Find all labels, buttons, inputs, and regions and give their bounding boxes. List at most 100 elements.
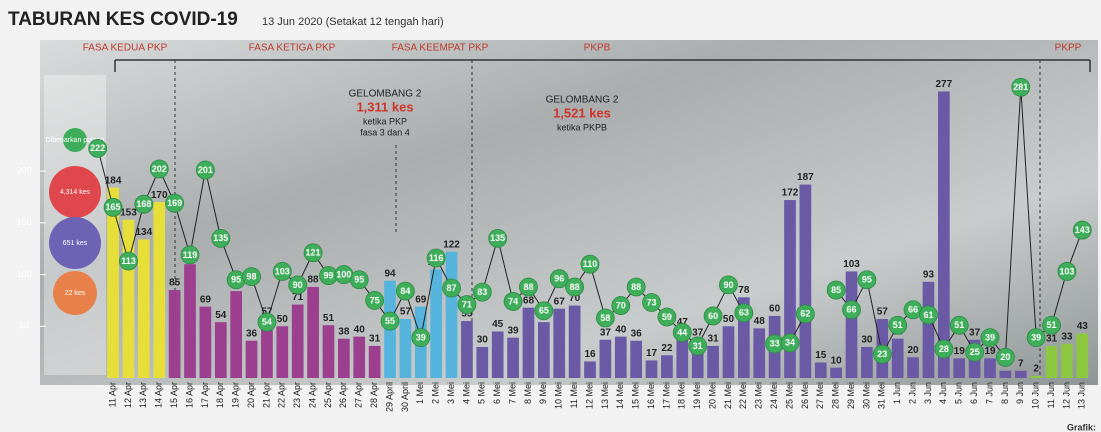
recovery-label: 63 [739, 308, 749, 318]
bar [1061, 344, 1073, 378]
bar-value-label: 134 [136, 227, 153, 238]
x-tick-label: 22 Mei [738, 382, 748, 409]
recovery-label: 61 [923, 310, 933, 320]
recovery-label: 60 [708, 311, 718, 321]
x-tick-label: 5 Jun [954, 382, 964, 404]
recovery-label: 202 [152, 164, 167, 174]
recovery-label: 73 [647, 297, 657, 307]
bar [461, 321, 473, 378]
annotation-note: ketika PKP [363, 116, 407, 126]
recovery-label: 169 [167, 198, 182, 208]
x-tick-label: 26 Apr [338, 382, 348, 408]
bar-value-label: 10 [831, 355, 843, 366]
recovery-label: 119 [183, 250, 198, 260]
bar-value-label: 187 [797, 172, 814, 183]
bar [630, 341, 642, 378]
y-tick-label: 100 [16, 269, 31, 279]
credit: Grafik: [1067, 422, 1096, 432]
x-tick-label: 25 Mei [784, 382, 794, 409]
x-tick-label: 12 Mei [584, 382, 594, 409]
x-tick-label: 28 Mei [831, 382, 841, 409]
recovery-label: 25 [970, 347, 980, 357]
bar [215, 322, 227, 378]
bar-value-label: 45 [492, 319, 504, 330]
bar [338, 339, 350, 378]
bar-value-label: 57 [877, 307, 889, 318]
x-tick-label: 24 Apr [307, 382, 317, 408]
recovery-label: 23 [877, 349, 887, 359]
bar-value-label: 60 [769, 304, 781, 315]
recovery-label: 113 [121, 256, 136, 266]
bar [430, 269, 442, 378]
recovery-label: 55 [385, 316, 395, 326]
bar-value-label: 54 [215, 310, 227, 321]
recovery-label: 66 [908, 305, 918, 315]
bar-value-label: 69 [415, 294, 427, 305]
x-tick-label: 4 Mei [461, 382, 471, 404]
bar [476, 347, 488, 378]
bar [523, 308, 535, 378]
x-tick-label: 6 Mei [492, 382, 502, 404]
bar [200, 307, 212, 378]
bar-value-label: 2 [1033, 364, 1039, 375]
bar [169, 290, 181, 378]
bar-value-label: 31 [369, 334, 381, 345]
bar-value-label: 103 [843, 259, 860, 270]
annotation-note: fasa 3 dan 4 [360, 127, 410, 137]
x-tick-label: 11 Apr [107, 382, 117, 407]
bar-value-label: 93 [923, 269, 935, 280]
recovery-label: 51 [1047, 320, 1057, 330]
bar-value-label: 57 [400, 307, 412, 318]
y-tick-label: 150 [16, 217, 31, 227]
recovery-label: 74 [508, 296, 518, 306]
recovery-label: 103 [1059, 266, 1074, 276]
bar [184, 264, 196, 378]
recovery-label: 95 [354, 275, 364, 285]
bar-value-label: 36 [631, 328, 643, 339]
x-tick-label: 15 Apr [169, 382, 179, 408]
recovery-label: 85 [831, 285, 841, 295]
recovery-label: 87 [447, 283, 457, 293]
x-tick-label: 5 Mei [477, 382, 487, 404]
x-tick-label: 8 Mei [523, 382, 533, 404]
bar [292, 305, 304, 378]
bar-value-label: 69 [200, 294, 212, 305]
bar-value-label: 40 [354, 324, 366, 335]
x-tick-label: 1 Jun [892, 382, 902, 404]
recovery-label: 59 [662, 312, 672, 322]
legend-label: 22 kes [65, 290, 86, 297]
recovery-label: 83 [477, 287, 487, 297]
bar-value-label: 68 [523, 295, 535, 306]
recovery-label: 70 [616, 300, 626, 310]
x-tick-label: 17 Mei [661, 382, 671, 409]
bar [800, 185, 812, 378]
bar-value-label: 153 [120, 207, 137, 218]
recovery-label: 90 [723, 280, 733, 290]
recovery-label: 34 [785, 338, 795, 348]
bar-value-label: 19 [984, 346, 996, 357]
recovery-label: 54 [262, 317, 272, 327]
recovery-label: 31 [693, 341, 703, 351]
y-tick-label: 50 [19, 321, 29, 331]
recovery-label: 116 [429, 253, 444, 263]
phase-label: PKPP [1055, 43, 1082, 54]
x-tick-label: 13 Mei [600, 382, 610, 409]
bar-value-label: 38 [338, 326, 350, 337]
recovery-label: 165 [106, 202, 121, 212]
recovery-label: 62 [800, 309, 810, 319]
bar-value-label: 22 [661, 343, 673, 354]
x-tick-label: 10 Jun [1031, 382, 1041, 409]
x-tick-label: 13 Apr [138, 382, 148, 408]
x-tick-label: 29 April [384, 382, 394, 412]
x-tick-label: 18 Apr [215, 382, 225, 408]
chart: TABURAN KES COVID-19 13 Jun 2020 (Setaka… [0, 0, 1101, 432]
phase-label: FASA KEDUA PKP [83, 43, 168, 54]
bar-value-label: 33 [1061, 332, 1073, 343]
bar-value-label: 20 [908, 345, 920, 356]
bar [538, 322, 550, 378]
x-tick-label: 22 Apr [277, 382, 287, 408]
annotation-count: 1,521 kes [553, 105, 611, 120]
bar-value-label: 31 [1046, 334, 1058, 345]
x-tick-label: 7 Jun [984, 382, 994, 404]
bar-value-label: 39 [508, 325, 520, 336]
